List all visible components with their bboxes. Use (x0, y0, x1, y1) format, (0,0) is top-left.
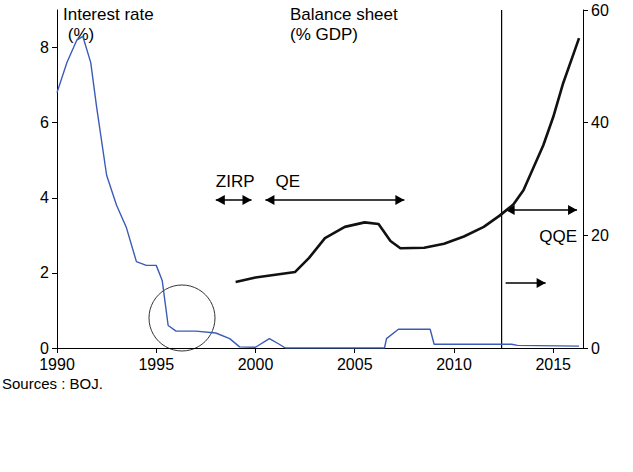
svg-text:0: 0 (40, 340, 49, 357)
svg-text:ZIRP: ZIRP (216, 172, 255, 191)
svg-text:(% GDP): (% GDP) (290, 25, 358, 44)
svg-text:2015: 2015 (535, 356, 571, 373)
svg-text:Balance sheet: Balance sheet (290, 5, 402, 24)
svg-text:2010: 2010 (436, 356, 472, 373)
svg-text:(%): (%) (63, 25, 94, 44)
svg-text:1990: 1990 (39, 356, 75, 373)
svg-text:8: 8 (40, 39, 49, 56)
svg-text:20: 20 (591, 227, 609, 244)
svg-text:2: 2 (40, 264, 49, 281)
svg-text:0: 0 (591, 340, 600, 357)
svg-text:Sources : BOJ.: Sources : BOJ. (2, 375, 103, 392)
svg-text:Interest rate: Interest rate (63, 5, 154, 24)
svg-text:QQE: QQE (539, 227, 577, 246)
svg-text:2005: 2005 (337, 356, 373, 373)
svg-text:60: 60 (591, 2, 609, 19)
svg-text:40: 40 (591, 114, 609, 131)
svg-text:6: 6 (40, 114, 49, 131)
svg-text:QE: QE (275, 172, 300, 191)
svg-text:1995: 1995 (138, 356, 174, 373)
svg-text:4: 4 (40, 189, 49, 206)
svg-text:2000: 2000 (238, 356, 274, 373)
